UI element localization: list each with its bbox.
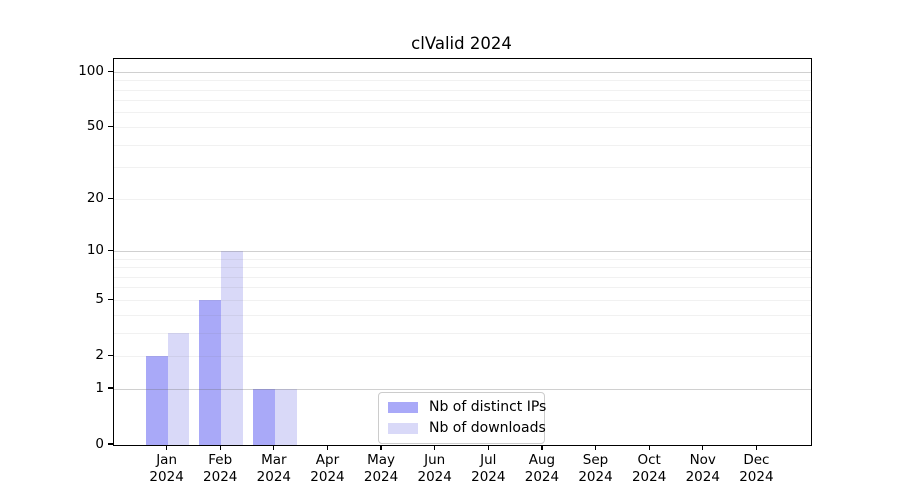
- x-tick-year: 2024: [631, 469, 667, 485]
- gridline-minor-20: [114, 198, 811, 200]
- y-tick-label-2: 2: [95, 347, 104, 364]
- x-tick-year: 2024: [149, 469, 184, 485]
- x-tick-month: May: [367, 452, 396, 468]
- x-tick-year: 2024: [310, 469, 345, 485]
- legend-label-distinct-ips: Nb of distinct IPs: [429, 399, 547, 415]
- x-tick-mark-jun: [434, 445, 436, 450]
- bar-nb-of-downloads-mar: [274, 389, 297, 445]
- gridline-minor-8: [114, 267, 811, 269]
- x-tick-month: Feb: [208, 452, 233, 468]
- x-tick-year: 2024: [417, 469, 452, 485]
- y-tick-label-1: 1: [95, 380, 104, 397]
- x-tick-month: Jun: [424, 452, 446, 468]
- x-tick-year: 2024: [685, 469, 720, 485]
- x-tick-year: 2024: [203, 469, 238, 485]
- x-tick-mark-may: [380, 445, 382, 450]
- x-tick-month: Dec: [743, 452, 770, 468]
- x-tick-year: 2024: [471, 469, 506, 485]
- gridline-major-10: [114, 250, 811, 252]
- x-tick-month: Nov: [689, 452, 716, 468]
- x-tick-month: Jul: [480, 452, 497, 468]
- gridline-minor-80: [114, 89, 811, 91]
- legend-swatch-distinct-ips: [388, 401, 418, 413]
- x-tick-month: Aug: [528, 452, 556, 468]
- x-tick-mark-feb: [219, 445, 221, 450]
- y-tick-mark-2: [108, 354, 113, 356]
- gridline-minor-7: [114, 276, 811, 278]
- y-tick-label-50: 50: [86, 118, 104, 135]
- bar-nb-of-distinct-ips-jan: [145, 356, 168, 445]
- gridline-minor-90: [114, 80, 811, 82]
- x-tick-label-jan: Jan 2024: [137, 452, 197, 486]
- bar-nb-of-downloads-feb: [221, 251, 244, 445]
- x-tick-label-dec: Dec 2024: [726, 452, 786, 486]
- gridline-minor-40: [114, 144, 811, 146]
- x-tick-month: Jan: [156, 452, 178, 468]
- x-tick-mark-mar: [273, 445, 275, 450]
- y-tick-label-5: 5: [95, 291, 104, 308]
- legend-item-distinct-ips: Nb of distinct IPs: [388, 398, 546, 416]
- y-tick-mark-20: [108, 197, 113, 199]
- bar-nb-of-downloads-jan: [167, 333, 190, 445]
- gridline-minor-6: [114, 287, 811, 289]
- x-tick-mark-jul: [487, 445, 489, 450]
- x-tick-mark-oct: [648, 445, 650, 450]
- legend-swatch-downloads: [388, 422, 418, 434]
- x-tick-mark-aug: [541, 445, 543, 450]
- gridline-minor-9: [114, 258, 811, 260]
- x-tick-month: Sep: [582, 452, 609, 468]
- x-tick-mark-nov: [702, 445, 704, 450]
- x-tick-label-mar: Mar 2024: [244, 452, 304, 486]
- x-tick-month: Apr: [315, 452, 340, 468]
- x-tick-year: 2024: [524, 469, 560, 485]
- x-tick-label-oct: Oct 2024: [619, 452, 679, 486]
- x-tick-label-sep: Sep 2024: [566, 452, 626, 486]
- y-tick-mark-50: [108, 125, 113, 128]
- y-tick-mark-1: [108, 387, 113, 389]
- chart-title: clValid 2024: [411, 34, 512, 53]
- x-tick-mark-apr: [326, 445, 329, 450]
- x-tick-mark-jan: [166, 445, 168, 450]
- y-tick-mark-0: [108, 443, 113, 445]
- x-tick-label-feb: Feb 2024: [190, 452, 250, 486]
- gridline-major-100: [114, 71, 811, 73]
- bar-nb-of-distinct-ips-mar: [253, 389, 275, 445]
- y-tick-label-20: 20: [86, 190, 104, 207]
- x-tick-year: 2024: [256, 469, 292, 485]
- y-tick-label-10: 10: [86, 242, 104, 259]
- x-tick-label-jul: Jul 2024: [458, 452, 518, 486]
- legend-item-downloads: Nb of downloads: [388, 419, 546, 437]
- x-tick-label-may: May 2024: [351, 452, 411, 486]
- x-tick-label-nov: Nov 2024: [673, 452, 733, 486]
- x-tick-month: Oct: [637, 452, 661, 468]
- x-tick-label-apr: Apr 2024: [297, 452, 357, 486]
- x-tick-month: Mar: [261, 452, 287, 468]
- x-tick-year: 2024: [578, 469, 613, 485]
- x-tick-label-aug: Aug 2024: [512, 452, 572, 486]
- y-tick-label-0: 0: [95, 436, 104, 452]
- y-tick-mark-100: [108, 70, 113, 72]
- gridline-minor-30: [114, 167, 811, 169]
- x-tick-year: 2024: [739, 469, 774, 485]
- x-tick-mark-dec: [755, 445, 757, 450]
- plot-area: Nb of distinct IPs Nb of downloads: [113, 58, 812, 446]
- bar-nb-of-distinct-ips-feb: [199, 300, 222, 445]
- x-tick-year: 2024: [363, 469, 399, 485]
- legend: Nb of distinct IPs Nb of downloads: [378, 392, 546, 444]
- gridline-minor-50: [114, 126, 811, 128]
- gridline-minor-60: [114, 112, 811, 114]
- y-tick-label-100: 100: [78, 63, 104, 80]
- gridline-minor-70: [114, 100, 811, 102]
- x-tick-label-jun: Jun 2024: [405, 452, 465, 486]
- x-tick-mark-sep: [594, 445, 597, 450]
- y-tick-mark-5: [108, 298, 113, 300]
- y-tick-mark-10: [108, 249, 113, 251]
- legend-label-downloads: Nb of downloads: [429, 420, 546, 436]
